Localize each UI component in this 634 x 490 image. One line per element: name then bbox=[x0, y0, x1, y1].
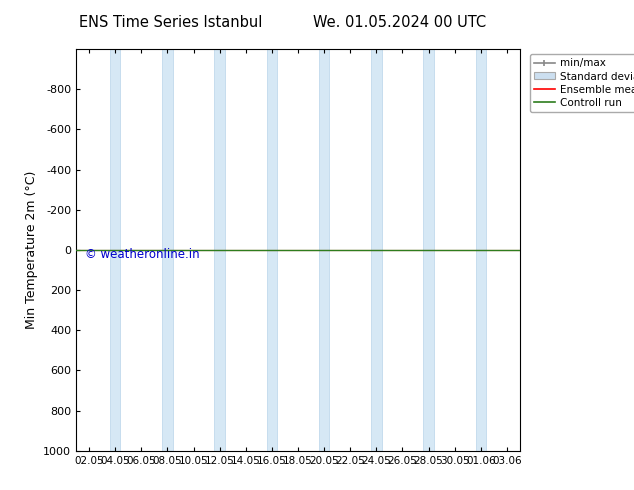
Y-axis label: Min Temperature 2m (°C): Min Temperature 2m (°C) bbox=[25, 171, 37, 329]
Text: ENS Time Series Istanbul: ENS Time Series Istanbul bbox=[79, 15, 263, 30]
Bar bbox=[371, 49, 382, 451]
Bar bbox=[267, 49, 277, 451]
Bar bbox=[476, 49, 486, 451]
Bar bbox=[162, 49, 172, 451]
Bar bbox=[110, 49, 120, 451]
Text: © weatheronline.in: © weatheronline.in bbox=[85, 248, 200, 261]
Bar bbox=[424, 49, 434, 451]
Bar bbox=[214, 49, 225, 451]
Legend: min/max, Standard deviation, Ensemble mean run, Controll run: min/max, Standard deviation, Ensemble me… bbox=[529, 54, 634, 112]
Bar bbox=[319, 49, 329, 451]
Text: We. 01.05.2024 00 UTC: We. 01.05.2024 00 UTC bbox=[313, 15, 486, 30]
